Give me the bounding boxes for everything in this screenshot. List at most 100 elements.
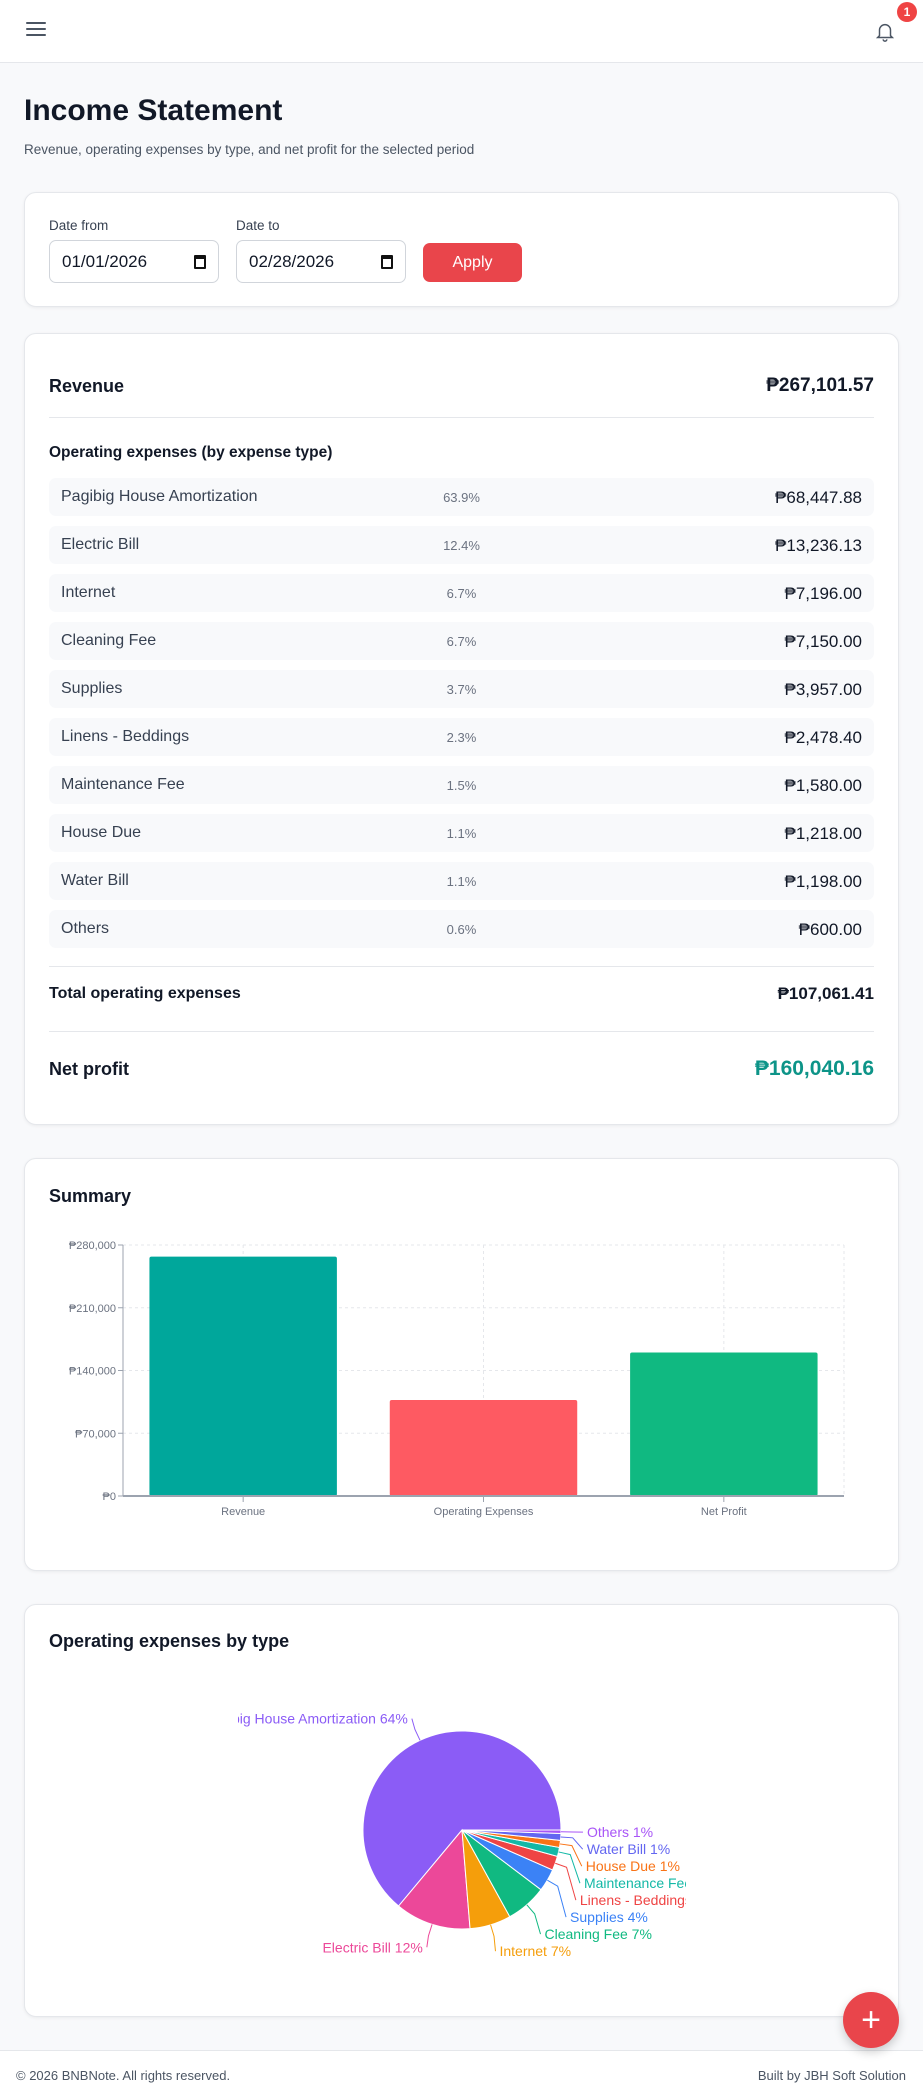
expense-percent: 63.9%: [443, 490, 480, 505]
pie-label: Pagibig House Amortization 64%: [238, 1711, 408, 1727]
expense-percent: 0.6%: [446, 922, 477, 937]
net-profit-value: ₱160,040.16: [754, 1057, 874, 1080]
notification-badge: 1: [897, 2, 917, 22]
expense-name: House Due: [61, 824, 142, 841]
expense-percent: 1.1%: [446, 874, 477, 889]
pie-label-line: [426, 1924, 433, 1948]
expense-percent: 2.3%: [446, 730, 477, 745]
total-opex-value: ₱107,061.41: [777, 984, 874, 1003]
summary-bar-chart: ₱0 ₱70,000 ₱140,000 ₱210,000 ₱280,000 Revenue…: [69, 1240, 845, 1518]
copyright: © 2026 BNBNote. All rights reserved.: [16, 2068, 231, 2083]
pie-label-line: [547, 1879, 567, 1918]
expense-row: Linens - Beddings 2.3% ₱2,478.40: [49, 718, 874, 756]
expense-percent: 1.1%: [446, 826, 477, 841]
total-opex-label: Total operating expenses: [49, 985, 241, 1002]
expense-amount: ₱1,198.00: [784, 872, 862, 891]
expense-name: Internet: [61, 584, 116, 601]
revenue-label: Revenue: [49, 376, 125, 396]
hamburger-icon[interactable]: [26, 22, 46, 38]
date-from-value: 01/01/2026: [62, 251, 148, 271]
expense-name: Linens - Beddings: [61, 728, 190, 745]
add-button[interactable]: +: [843, 1992, 899, 2048]
page-subtitle: Revenue, operating expenses by type, and…: [24, 142, 475, 157]
expense-row: Pagibig House Amortization 63.9% ₱68,447.8…: [49, 478, 874, 516]
expense-row: Water Bill 1.1% ₱1,198.00: [49, 862, 874, 900]
calendar-icon[interactable]: [381, 254, 393, 269]
expense-name: Water Bill: [61, 872, 129, 889]
revenue-value: ₱267,101.57: [766, 375, 874, 396]
bell-icon[interactable]: [874, 20, 896, 44]
divider: [49, 966, 874, 967]
pie-label: House Due 1%: [586, 1858, 680, 1874]
expense-row: Others 0.6% ₱600.00: [49, 910, 874, 948]
expense-name: Electric Bill: [61, 536, 140, 553]
expense-amount: ₱13,236.13: [775, 536, 862, 555]
apply-button[interactable]: Apply: [423, 243, 522, 282]
expense-amount: ₱3,957.00: [784, 680, 862, 699]
opex-heading: Operating expenses (by expense type): [49, 444, 333, 461]
pie-label: Cleaning Fee 7%: [545, 1926, 652, 1942]
divider: [49, 417, 874, 418]
date-to-input[interactable]: 02/28/2026: [236, 240, 406, 283]
expense-row: Supplies 3.7% ₱3,957.00: [49, 670, 874, 708]
pie-label: Others 1%: [587, 1824, 653, 1840]
expense-amount: ₱7,150.00: [784, 632, 862, 651]
pie-label: Internet 7%: [499, 1943, 571, 1959]
pie-label: Water Bill 1%: [587, 1841, 671, 1857]
expense-amount: ₱7,196.00: [784, 584, 862, 603]
divider: [49, 1031, 874, 1032]
y-tick-label: ₱280,000: [69, 1240, 116, 1252]
expense-row: Electric Bill 12.4% ₱13,236.13: [49, 526, 874, 564]
top-bar: 1: [0, 0, 923, 63]
pie-label: Linens - Beddings 2%: [580, 1892, 686, 1908]
bar-net-profit: [630, 1352, 818, 1496]
x-tick-label: Operating Expenses: [434, 1506, 534, 1518]
pie-label-line: [560, 1836, 584, 1850]
expense-percent: 6.7%: [446, 586, 477, 601]
expense-name: Pagibig House Amortization: [61, 488, 258, 505]
date-to-label: Date to: [236, 218, 280, 233]
pie-label-line: [559, 1843, 583, 1867]
page-title: Income Statement: [24, 94, 283, 127]
date-to-value: 02/28/2026: [249, 251, 335, 271]
pie-label: Electric Bill 12%: [322, 1939, 422, 1955]
footer: © 2026 BNBNote. All rights reserved. Bui…: [0, 2050, 923, 2095]
x-tick-label: Revenue: [221, 1506, 265, 1518]
expense-percent: 1.5%: [446, 778, 477, 793]
plus-icon: +: [861, 2001, 881, 2039]
date-from-input[interactable]: 01/01/2026: [49, 240, 219, 283]
expense-amount: ₱600.00: [798, 920, 862, 939]
bar-revenue: [149, 1256, 337, 1496]
expense-row: Cleaning Fee 6.7% ₱7,150.00: [49, 622, 874, 660]
expense-percent: 3.7%: [446, 682, 477, 697]
expense-row: Internet 6.7% ₱7,196.00: [49, 574, 874, 612]
pie-label: Supplies 4%: [570, 1909, 648, 1925]
expense-percent: 12.4%: [443, 538, 480, 553]
expense-name: Supplies: [61, 680, 123, 697]
pie-label-line: [411, 1718, 421, 1741]
expenses-pie-chart: Pagibig House Amortization 64% Electric B…: [238, 1711, 686, 1960]
calendar-icon[interactable]: [194, 254, 206, 269]
date-from-label: Date from: [49, 218, 109, 233]
expense-amount: ₱68,447.88: [775, 488, 862, 507]
expense-amount: ₱1,218.00: [784, 824, 862, 843]
expense-amount: ₱2,478.40: [784, 728, 862, 747]
y-tick-label: ₱70,000: [75, 1428, 116, 1440]
pie-title: Operating expenses by type: [49, 1631, 290, 1651]
credit: Built by JBH Soft Solution: [757, 2068, 906, 2083]
pie-label-line: [490, 1924, 496, 1952]
expense-row: Maintenance Fee 1.5% ₱1,580.00: [49, 766, 874, 804]
expense-name: Cleaning Fee: [61, 632, 157, 649]
summary-title: Summary: [49, 1186, 132, 1206]
y-tick-label: ₱0: [103, 1491, 116, 1503]
pie-slice: [362, 1730, 562, 1907]
expense-percent: 6.7%: [446, 634, 477, 649]
y-tick-label: ₱140,000: [69, 1366, 116, 1378]
expense-row: House Due 1.1% ₱1,218.00: [49, 814, 874, 852]
net-profit-label: Net profit: [49, 1059, 129, 1079]
y-tick-label: ₱210,000: [69, 1303, 116, 1315]
expense-name: Others: [61, 920, 110, 937]
pie-label-line: [558, 1851, 581, 1884]
bar-operating-expenses: [389, 1400, 578, 1496]
pie-label-line: [526, 1904, 541, 1935]
